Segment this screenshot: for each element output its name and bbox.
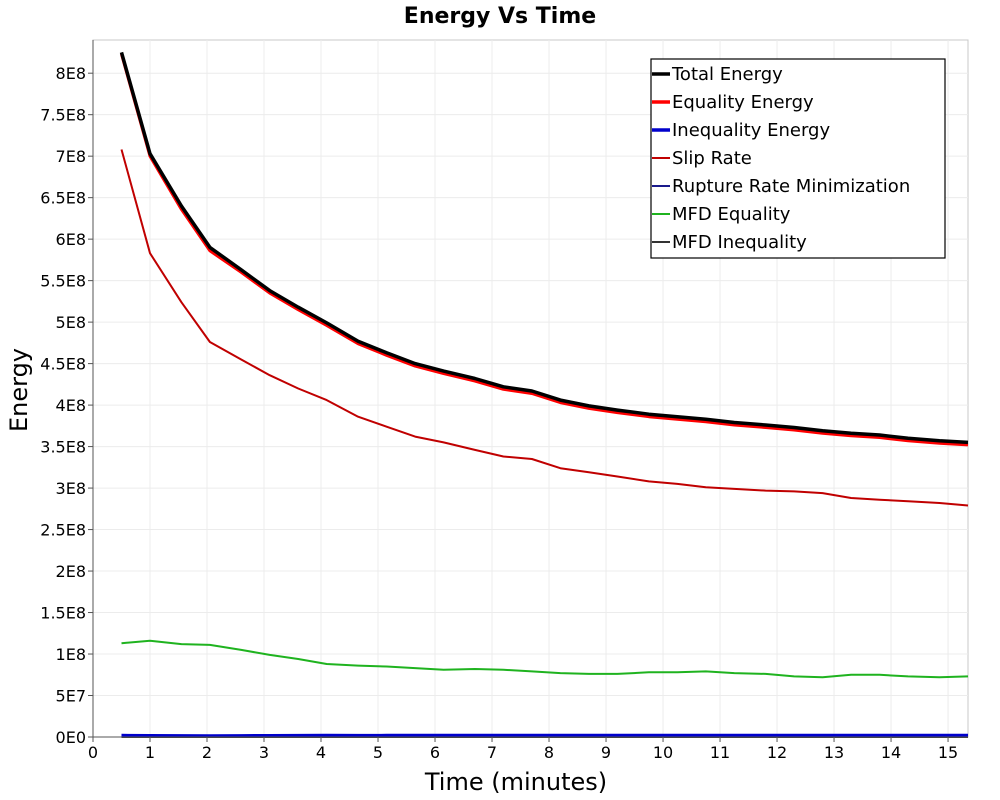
x-tick-label: 6: [430, 743, 440, 762]
series-line-mfd-equality: [121, 639, 969, 679]
series-line-total-energy: [119, 51, 969, 445]
grid-lines: [93, 40, 968, 737]
y-tick-label: 1E8: [56, 645, 86, 664]
y-tick-label: 3.5E8: [40, 438, 86, 457]
chart-title: Energy Vs Time: [404, 4, 596, 29]
series-line-slip-rate: [120, 149, 969, 507]
y-tick-label: 7.5E8: [40, 106, 86, 125]
x-tick-label: 10: [653, 743, 673, 762]
x-tick-label: 1: [145, 743, 155, 762]
x-tick-label: 0: [88, 743, 98, 762]
legend-label-mfd-equality: MFD Equality: [672, 204, 791, 225]
x-axis-label: Time (minutes): [424, 768, 607, 796]
x-tick-label: 8: [544, 743, 554, 762]
legend-label-inequality-energy: Inequality Energy: [672, 120, 830, 141]
legend: Total Energy Equality Energy Inequality En…: [650, 58, 946, 259]
x-tick-label: 14: [881, 743, 901, 762]
y-tick-label: 3E8: [56, 479, 86, 498]
x-tick-label: 4: [316, 743, 326, 762]
x-tick-label: 11: [710, 743, 730, 762]
y-tick-label: 8E8: [56, 64, 86, 83]
y-tick-label: 4E8: [56, 396, 86, 415]
x-tick-label: 12: [767, 743, 787, 762]
x-tick-label: 9: [601, 743, 611, 762]
y-tick-label: 7E8: [56, 147, 86, 166]
legend-label-mfd-inequality: MFD Inequality: [672, 232, 807, 253]
legend-label-total-energy: Total Energy: [671, 64, 783, 85]
x-tick-label: 5: [373, 743, 383, 762]
legend-label-equality-energy: Equality Energy: [672, 92, 814, 113]
y-tick-label: 5.5E8: [40, 272, 86, 291]
series-line-equality-energy: [120, 53, 969, 447]
y-tick-label: 2.5E8: [40, 521, 86, 540]
y-tick-label: 2E8: [56, 562, 86, 581]
y-tick-label: 0E0: [56, 728, 86, 747]
y-axis-label: Energy: [5, 348, 33, 432]
x-tick-label: 7: [487, 743, 497, 762]
x-tick-label: 13: [824, 743, 844, 762]
axes: [88, 40, 968, 742]
y-tick-label: 6E8: [56, 230, 86, 249]
y-tick-label: 4.5E8: [40, 355, 86, 374]
y-tick-label: 5E7: [56, 687, 86, 706]
legend-label-rupture-rate-minimization: Rupture Rate Minimization: [672, 176, 910, 197]
y-tick-label: 1.5E8: [40, 604, 86, 623]
y-tick-label: 5E8: [56, 313, 86, 332]
tick-labels: 0 1 2 3 4 5 6 7 8 9 10 11 12 13 14 150E05E71E81.5E82E82…: [40, 64, 958, 762]
x-tick-label: 2: [202, 743, 212, 762]
legend-label-slip-rate: Slip Rate: [672, 148, 752, 169]
x-tick-label: 15: [938, 743, 958, 762]
y-tick-label: 6.5E8: [40, 189, 86, 208]
x-tick-label: 3: [259, 743, 269, 762]
legend-box: [650, 58, 946, 259]
